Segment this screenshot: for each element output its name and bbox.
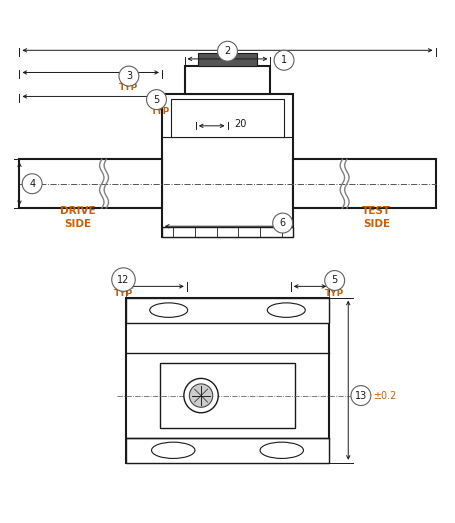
Bar [293,160,435,208]
Bar [185,66,270,94]
Ellipse shape [150,303,188,317]
Text: 4: 4 [29,179,35,189]
Circle shape [217,41,238,61]
Bar [198,53,257,66]
Text: TYP: TYP [325,289,344,298]
Text: 12: 12 [117,275,130,285]
Text: 1: 1 [281,55,287,65]
Bar [162,94,293,236]
Circle shape [112,268,135,291]
Text: 13: 13 [355,391,367,401]
Circle shape [351,385,371,405]
Circle shape [184,379,218,413]
Text: TYP: TYP [119,83,138,93]
Circle shape [274,50,294,70]
Bar [160,363,295,428]
Bar [126,298,329,463]
Circle shape [147,89,167,109]
Text: TYP: TYP [114,289,133,298]
Text: 2: 2 [224,46,231,56]
Bar [126,438,329,463]
Text: ±0.2: ±0.2 [373,391,396,401]
Circle shape [22,174,42,194]
Text: 5: 5 [153,95,160,105]
Text: TYP: TYP [151,107,170,116]
Text: 6: 6 [280,218,286,228]
Text: DRIVE
SIDE: DRIVE SIDE [61,206,96,229]
Circle shape [119,66,139,86]
Ellipse shape [152,442,195,459]
Text: 20: 20 [235,119,247,130]
Circle shape [325,270,344,290]
Text: 3: 3 [126,71,132,81]
Text: 5: 5 [332,276,338,286]
Bar [126,298,329,323]
Circle shape [273,213,293,233]
Circle shape [189,384,213,407]
Ellipse shape [260,442,303,459]
Ellipse shape [267,303,305,317]
Bar [171,99,284,137]
Bar [20,160,162,208]
Bar [162,226,293,236]
Text: TEST
SIDE: TEST SIDE [362,206,391,229]
